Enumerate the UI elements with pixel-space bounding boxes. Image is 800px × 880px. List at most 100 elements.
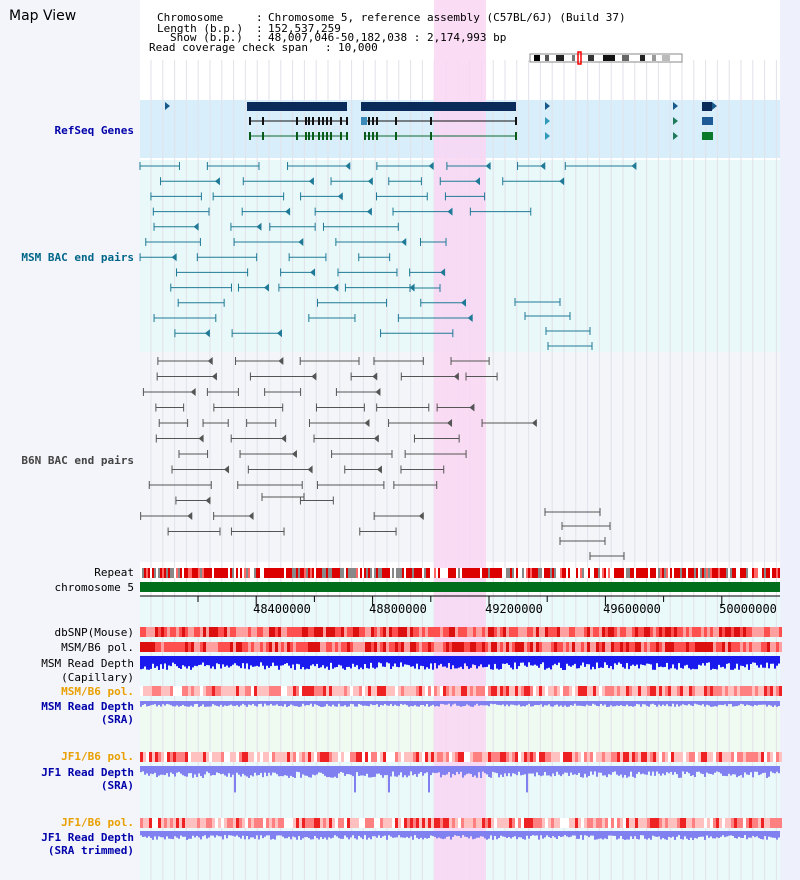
depth-bar [418,766,420,774]
depth-bar [334,701,336,707]
heat-cell [701,642,704,652]
exon [346,132,348,140]
depth-bar [526,831,528,836]
depth-bar [580,701,582,706]
heat-cell [701,818,704,828]
depth-bar [190,831,192,839]
heat-cell [383,627,386,637]
heat-cell [170,686,173,696]
heat-cell [581,642,584,652]
heat-cell [431,818,434,828]
heat-cell [167,752,170,762]
repeat-element [698,568,700,578]
depth-bar [688,831,690,840]
repeat-element [700,568,702,578]
heat-cell [359,686,362,696]
depth-bar [452,656,454,666]
depth-bar [276,701,278,705]
heat-cell [617,818,620,828]
heat-cell [458,642,461,652]
depth-bar [426,656,428,668]
depth-bar [214,656,216,670]
depth-bar [168,656,170,666]
repeat-element [772,568,774,578]
heat-cell [677,627,680,637]
heat-cell [347,627,350,637]
depth-bar [152,766,154,775]
track-label-b6n-bac: B6N BAC end pairs [21,454,134,467]
depth-bar [142,766,144,772]
heat-cell [212,818,215,828]
depth-bar [720,831,722,837]
depth-bar [200,831,202,840]
depth-bar [558,656,560,663]
gene-arrow [165,102,170,110]
heat-cell [485,627,488,637]
repeat-element [732,568,734,578]
heat-cell [482,627,485,637]
heat-cell [464,686,467,696]
depth-bar [732,701,734,707]
depth-bar [156,701,158,707]
heat-cell [674,686,677,696]
repeat-element [576,568,578,578]
depth-bar [582,656,584,663]
depth-bar [514,701,516,706]
repeat-element [208,568,210,578]
heat-cell [449,818,452,828]
heat-cell [221,642,224,652]
depth-bar [460,766,462,772]
depth-bar [618,701,620,706]
heat-cell [434,627,437,637]
heat-cell [275,752,278,762]
heat-cell [659,642,662,652]
depth-bar [196,831,198,836]
depth-bar [388,656,390,664]
depth-bar [626,766,628,778]
depth-bar [542,831,544,839]
repeat-element [432,568,434,578]
depth-bar [152,656,154,664]
heat-cell [317,642,320,652]
heat-cell [365,642,368,652]
depth-bar [436,831,438,839]
depth-bar [584,831,586,836]
depth-bar [156,766,158,778]
depth-bar [442,701,444,705]
depth-bar [276,766,278,775]
depth-bar [354,831,356,839]
heat-cell [260,642,263,652]
depth-bar [446,656,448,668]
heat-cell [449,642,452,652]
depth-bar [338,656,340,665]
depth-bar [430,766,432,776]
heat-cell [599,642,602,652]
header-show-value: 48,007,046-50,182,038 : 2,174,993 bp [268,31,507,44]
repeat-element [314,568,316,578]
repeat-element [296,568,298,578]
heat-cell [215,686,218,696]
heat-cell [764,627,767,637]
heat-cell [278,627,281,637]
heat-cell [686,818,689,828]
heat-cell [374,818,377,828]
repeat-element [630,568,632,578]
exon [322,132,324,140]
depth-bar [172,766,174,774]
heat-cell [458,627,461,637]
repeat-element [690,568,692,578]
heat-cell [584,818,587,828]
heat-cell [323,686,326,696]
heat-cell [425,642,428,652]
depth-bar [256,831,258,836]
depth-bar [774,656,776,669]
heat-cell [626,752,629,762]
depth-bar [332,656,334,669]
heat-cell [506,686,509,696]
heat-cell [197,752,200,762]
depth-bar [272,831,274,839]
depth-bar [368,656,370,669]
depth-bar [686,656,688,665]
heat-cell [662,627,665,637]
